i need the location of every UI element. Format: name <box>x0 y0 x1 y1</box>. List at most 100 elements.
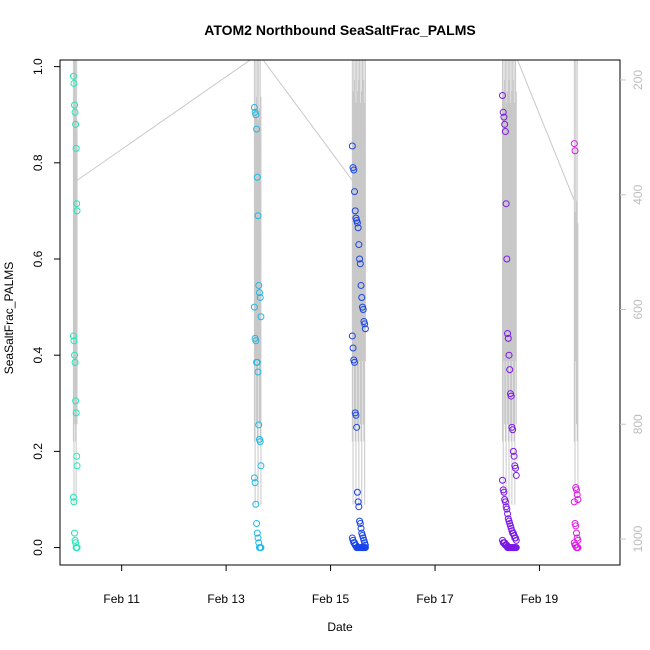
x-tick-label: Feb 19 <box>521 592 559 606</box>
data-point <box>503 255 511 263</box>
data-point <box>499 108 507 116</box>
data-point <box>253 358 261 366</box>
data-point <box>73 452 81 460</box>
data-point <box>503 505 511 513</box>
data-point <box>71 358 79 366</box>
x-tick-label: Feb 17 <box>416 592 454 606</box>
data-point <box>570 140 578 148</box>
data-point <box>570 498 578 506</box>
data-point <box>255 421 263 429</box>
data-point <box>251 479 259 487</box>
data-point <box>256 293 264 301</box>
y-tick-label: 0.8 <box>31 154 45 171</box>
data-point <box>250 104 258 111</box>
data-point <box>69 72 77 80</box>
data-point <box>353 488 361 496</box>
data-point <box>356 260 364 268</box>
data-point <box>254 368 262 376</box>
data-point <box>257 313 265 321</box>
data-point <box>361 320 369 328</box>
data-point <box>500 488 508 496</box>
data-point <box>361 325 369 333</box>
data-point <box>252 337 260 345</box>
data-point <box>512 536 520 544</box>
data-point <box>72 144 80 152</box>
y-tick-label: 0.2 <box>31 443 45 460</box>
data-point <box>498 91 506 99</box>
data-point <box>352 411 360 419</box>
data-point <box>572 486 580 494</box>
data-point <box>357 524 365 532</box>
data-point <box>250 474 258 482</box>
data-point <box>256 438 264 446</box>
data-point <box>512 464 520 472</box>
data-point <box>69 493 77 501</box>
data-point <box>357 281 365 289</box>
data-point <box>361 541 369 549</box>
data-point <box>254 212 262 220</box>
plot-frame <box>59 59 621 566</box>
data-point <box>574 495 582 503</box>
data-point <box>356 255 364 263</box>
data-point <box>572 529 580 537</box>
data-point <box>501 498 509 506</box>
y2-tick-label: 800 <box>631 414 645 434</box>
data-point <box>501 128 509 136</box>
data-point <box>500 113 508 121</box>
data-point <box>354 224 362 232</box>
data-point <box>574 536 582 544</box>
data-point <box>504 334 512 342</box>
data-point <box>572 522 580 530</box>
plot-area <box>69 60 582 552</box>
data-point <box>253 173 261 181</box>
x-tick-label: Feb 13 <box>207 592 245 606</box>
data-point <box>504 330 512 338</box>
data-point <box>512 471 520 479</box>
data-point <box>70 498 78 506</box>
data-point <box>509 426 517 434</box>
y2-tick-label: 1000 <box>631 525 645 552</box>
data-point <box>73 462 81 470</box>
data-point <box>353 423 361 431</box>
data-point <box>253 520 261 528</box>
data-point <box>72 120 80 128</box>
data-point <box>359 306 367 313</box>
pressure-transit-line <box>516 60 575 201</box>
data-point <box>351 358 359 366</box>
data-point <box>348 332 356 340</box>
data-point <box>573 491 581 499</box>
data-point <box>70 79 78 87</box>
data-point <box>71 108 79 116</box>
data-point <box>254 534 262 542</box>
data-point <box>257 462 265 470</box>
data-point <box>356 520 364 528</box>
pressure-transit-line <box>262 60 353 181</box>
data-point <box>504 510 512 518</box>
data-point <box>509 447 517 455</box>
y-tick-label: 1.0 <box>31 58 45 75</box>
data-point <box>71 529 79 537</box>
data-point <box>358 293 366 301</box>
x-axis-label: Date <box>327 620 353 634</box>
y-tick-label: 0.0 <box>31 539 45 556</box>
x-tick-label: Feb 15 <box>312 592 350 606</box>
data-point <box>351 207 359 215</box>
y2-tick-label: 600 <box>631 299 645 319</box>
data-point <box>351 188 359 196</box>
chart-title: ATOM2 Northbound SeaSaltFrac_PALMS <box>204 22 475 38</box>
data-point <box>507 392 515 400</box>
data-point <box>69 332 77 340</box>
data-point <box>257 544 265 552</box>
data-point <box>73 200 81 208</box>
data-point <box>501 120 509 128</box>
data-point <box>571 147 579 155</box>
data-point <box>72 539 80 547</box>
data-point <box>510 452 518 460</box>
data-point <box>353 219 361 227</box>
data-point <box>253 125 261 133</box>
data-point <box>574 544 582 552</box>
data-point <box>72 397 80 405</box>
x-tick-label: Feb 11 <box>103 592 140 606</box>
y2-tick-label: 400 <box>631 184 645 204</box>
